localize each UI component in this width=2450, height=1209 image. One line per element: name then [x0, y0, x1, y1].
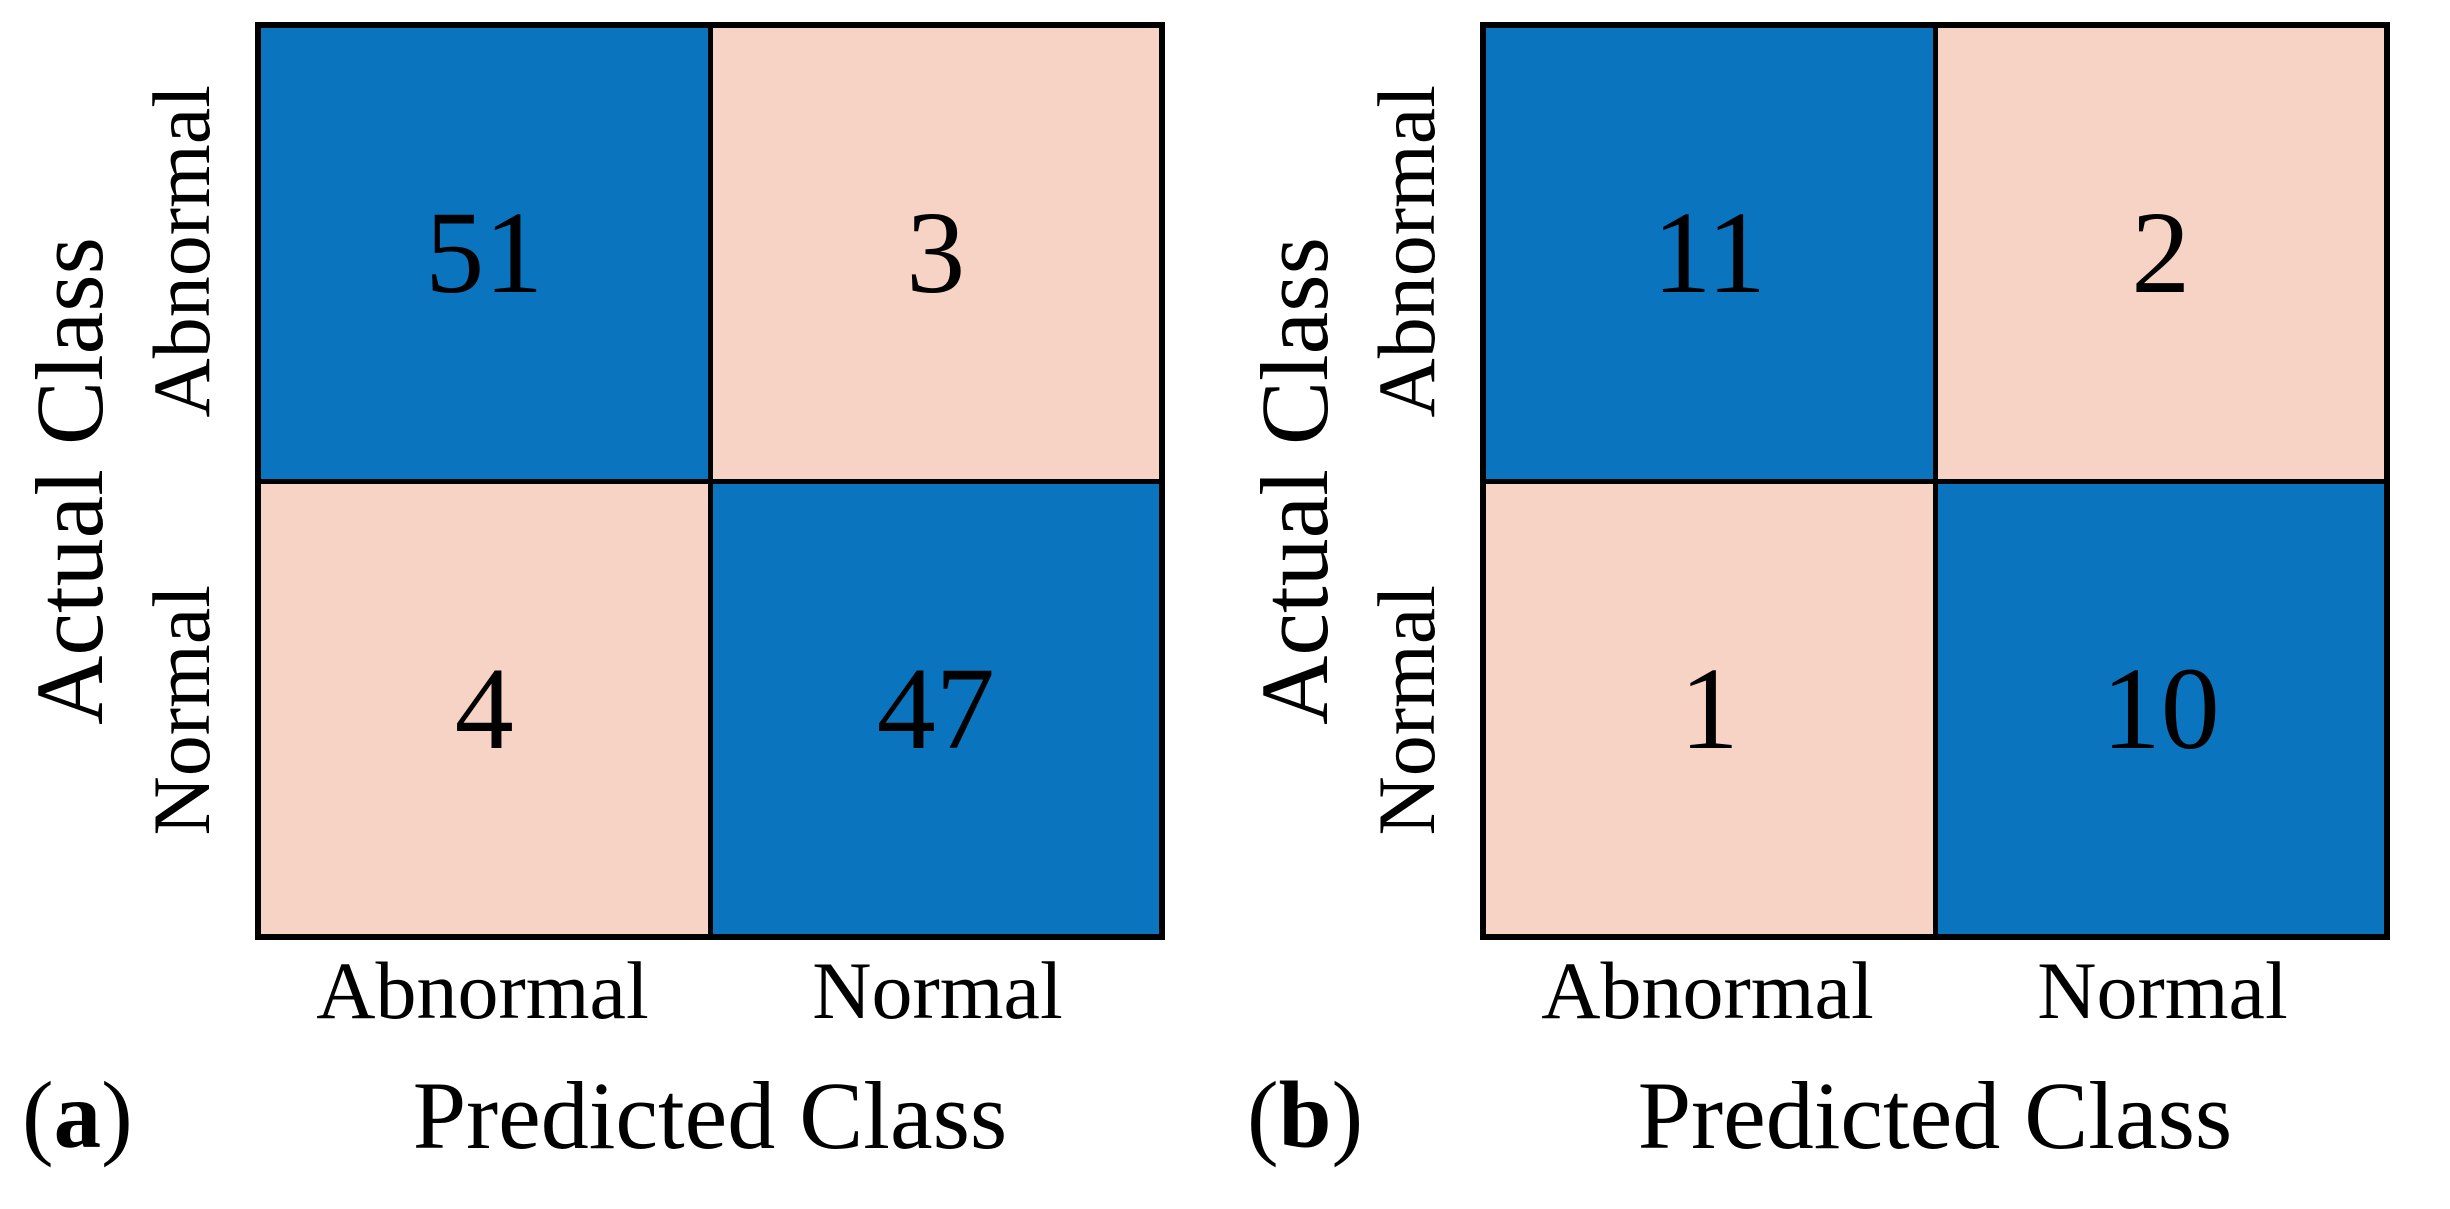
cell-value: 2 [2131, 187, 2191, 319]
x-tick-label-abnormal: Abnormal [316, 945, 649, 1036]
y-axis-label-box: Actual Class [1240, 22, 1348, 940]
y-tick-label-normal: Normal [1360, 585, 1452, 836]
cell-actual-abnormal-pred-normal: 2 [1937, 28, 2384, 479]
cell-value: 10 [2101, 642, 2220, 774]
y-axis-label: Actual Class [15, 237, 123, 725]
paren-close: ) [101, 1062, 133, 1168]
cell-value: 51 [425, 187, 544, 319]
panel-letter-b: b [1278, 1062, 1332, 1168]
paren-open: ( [22, 1062, 54, 1168]
y-tick-labels: Abnormal Normal [122, 22, 242, 940]
y-tick-label-abnormal: Abnormal [1360, 85, 1452, 418]
x-tick-labels: Abnormal Normal [1480, 945, 2390, 1036]
cell-value: 1 [1679, 642, 1739, 774]
confusion-matrix-b: 11 2 1 10 [1480, 22, 2390, 940]
x-tick-labels: Abnormal Normal [255, 945, 1165, 1036]
cell-value: 4 [454, 642, 514, 774]
panel-letter-a: a [53, 1062, 102, 1168]
paren-open: ( [1247, 1062, 1279, 1168]
x-tick-label-normal: Normal [2037, 945, 2288, 1036]
cell-value: 11 [1652, 187, 1767, 319]
x-tick-label-normal: Normal [812, 945, 1063, 1036]
cell-value: 3 [906, 187, 966, 319]
cell-actual-normal-pred-normal: 47 [712, 483, 1159, 934]
x-tick-label-abnormal: Abnormal [1541, 945, 1874, 1036]
panel-label-a: (a) [22, 1065, 133, 1166]
cell-actual-abnormal-pred-normal: 3 [712, 28, 1159, 479]
y-tick-labels: Abnormal Normal [1347, 22, 1467, 940]
panel-a: Actual Class Abnormal Normal 51 3 4 47 [15, 22, 1165, 1167]
cell-actual-abnormal-pred-abnormal: 11 [1486, 28, 1933, 479]
paren-close: ) [1331, 1062, 1364, 1168]
x-axis-label-box: Predicted Class [1480, 1065, 2390, 1167]
cell-value: 47 [876, 642, 995, 774]
cell-actual-abnormal-pred-abnormal: 51 [261, 28, 708, 479]
y-axis-label-box: Actual Class [15, 22, 123, 940]
cell-actual-normal-pred-abnormal: 1 [1486, 483, 1933, 934]
y-tick-box-row1: Normal [1347, 481, 1467, 940]
y-tick-label-abnormal: Abnormal [135, 85, 227, 418]
y-tick-label-normal: Normal [135, 585, 227, 836]
panel-label-b: (b) [1247, 1065, 1363, 1166]
y-tick-box-row0: Abnormal [1347, 22, 1467, 481]
confusion-matrix-a: 51 3 4 47 [255, 22, 1165, 940]
y-tick-box-row0: Abnormal [122, 22, 242, 481]
y-tick-box-row1: Normal [122, 481, 242, 940]
x-axis-label: Predicted Class [1637, 1062, 2233, 1169]
panel-b: Actual Class Abnormal Normal 11 2 1 10 [1225, 0, 2450, 1209]
x-axis-label-box: Predicted Class [255, 1065, 1165, 1167]
y-axis-label: Actual Class [1240, 237, 1348, 725]
cell-actual-normal-pred-abnormal: 4 [261, 483, 708, 934]
cell-actual-normal-pred-normal: 10 [1937, 483, 2384, 934]
x-axis-label: Predicted Class [412, 1062, 1008, 1169]
